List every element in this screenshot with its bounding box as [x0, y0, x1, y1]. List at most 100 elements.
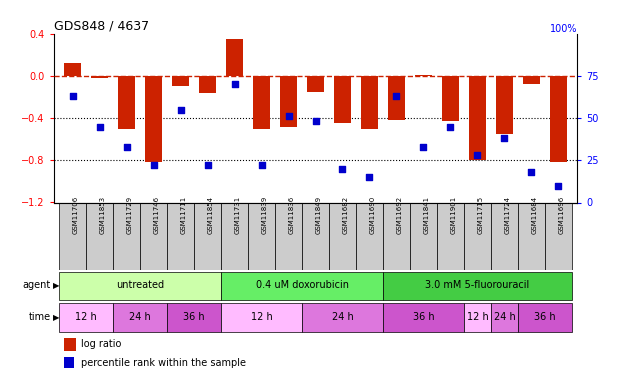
- Point: [418, 144, 428, 150]
- Bar: [437, 202, 464, 270]
- Bar: [64, 338, 76, 351]
- Point: [203, 162, 213, 168]
- Text: 12 h: 12 h: [251, 312, 273, 322]
- Point: [445, 123, 456, 129]
- Bar: [280, 76, 297, 126]
- Point: [175, 106, 186, 112]
- Point: [365, 174, 375, 180]
- Text: 36 h: 36 h: [183, 312, 205, 322]
- Text: GSM11854: GSM11854: [208, 196, 213, 234]
- Bar: [497, 76, 512, 134]
- Text: GSM11731: GSM11731: [235, 195, 240, 234]
- Point: [338, 166, 348, 172]
- Bar: [172, 76, 189, 87]
- Text: GSM11711: GSM11711: [180, 195, 187, 234]
- Bar: [91, 76, 108, 78]
- Text: GSM11696: GSM11696: [558, 195, 565, 234]
- Bar: [59, 202, 86, 270]
- Text: GSM11706: GSM11706: [73, 195, 78, 234]
- Bar: [383, 202, 410, 270]
- Bar: [518, 202, 545, 270]
- Bar: [254, 76, 269, 129]
- Point: [148, 162, 158, 168]
- Bar: [227, 39, 242, 76]
- Bar: [356, 202, 383, 270]
- Bar: [334, 76, 351, 123]
- Bar: [389, 76, 404, 120]
- Text: GSM11841: GSM11841: [423, 196, 430, 234]
- Point: [526, 169, 536, 175]
- Bar: [410, 202, 437, 270]
- Bar: [523, 76, 540, 84]
- Bar: [59, 272, 221, 300]
- Text: ▶: ▶: [53, 281, 59, 290]
- Text: GDS848 / 4637: GDS848 / 4637: [54, 20, 149, 33]
- Bar: [248, 202, 275, 270]
- Bar: [119, 76, 134, 129]
- Text: log ratio: log ratio: [81, 339, 121, 349]
- Bar: [307, 76, 324, 92]
- Bar: [59, 303, 113, 332]
- Text: GSM11836: GSM11836: [288, 195, 295, 234]
- Text: 36 h: 36 h: [413, 312, 434, 322]
- Bar: [464, 303, 491, 332]
- Text: GSM11849: GSM11849: [316, 196, 322, 234]
- Bar: [113, 202, 140, 270]
- Text: GSM11901: GSM11901: [451, 195, 456, 234]
- Point: [310, 118, 321, 124]
- Point: [122, 144, 132, 150]
- Text: ▶: ▶: [53, 313, 59, 322]
- Bar: [491, 202, 518, 270]
- Text: time: time: [28, 312, 50, 322]
- Bar: [491, 303, 518, 332]
- Text: GSM11682: GSM11682: [343, 196, 348, 234]
- Bar: [86, 202, 113, 270]
- Text: GSM11839: GSM11839: [261, 195, 268, 234]
- Text: GSM11853: GSM11853: [100, 196, 105, 234]
- Text: GSM11729: GSM11729: [127, 196, 133, 234]
- Point: [391, 93, 401, 99]
- Point: [230, 81, 240, 87]
- Text: 3.0 mM 5-fluorouracil: 3.0 mM 5-fluorouracil: [425, 280, 529, 290]
- Text: untreated: untreated: [116, 280, 164, 290]
- Point: [553, 183, 563, 189]
- Bar: [469, 76, 486, 160]
- Text: 12 h: 12 h: [466, 312, 488, 322]
- Bar: [442, 76, 459, 121]
- Text: 12 h: 12 h: [75, 312, 97, 322]
- Bar: [140, 202, 167, 270]
- Point: [283, 113, 293, 119]
- Bar: [383, 272, 572, 300]
- Point: [68, 93, 78, 99]
- Text: 100%: 100%: [550, 24, 577, 34]
- Bar: [194, 202, 221, 270]
- Bar: [383, 303, 464, 332]
- Bar: [167, 303, 221, 332]
- Bar: [329, 202, 356, 270]
- Bar: [167, 202, 194, 270]
- Point: [256, 162, 266, 168]
- Text: GSM11746: GSM11746: [153, 196, 160, 234]
- Bar: [221, 272, 383, 300]
- Bar: [415, 75, 432, 76]
- Text: GSM11692: GSM11692: [396, 196, 403, 234]
- Text: 24 h: 24 h: [332, 312, 353, 322]
- Text: percentile rank within the sample: percentile rank within the sample: [81, 358, 246, 368]
- Point: [473, 152, 483, 158]
- Text: GSM11724: GSM11724: [504, 196, 510, 234]
- Text: agent: agent: [22, 280, 50, 290]
- Bar: [518, 303, 572, 332]
- Bar: [145, 76, 162, 162]
- Bar: [302, 303, 383, 332]
- Bar: [113, 303, 167, 332]
- Text: 36 h: 36 h: [534, 312, 556, 322]
- Point: [95, 123, 105, 129]
- Bar: [64, 63, 81, 76]
- Text: 24 h: 24 h: [493, 312, 516, 322]
- Text: GSM11690: GSM11690: [370, 195, 375, 234]
- Bar: [362, 76, 377, 129]
- Bar: [464, 202, 491, 270]
- Text: 24 h: 24 h: [129, 312, 151, 322]
- Bar: [221, 303, 302, 332]
- Text: 0.4 uM doxorubicin: 0.4 uM doxorubicin: [256, 280, 348, 290]
